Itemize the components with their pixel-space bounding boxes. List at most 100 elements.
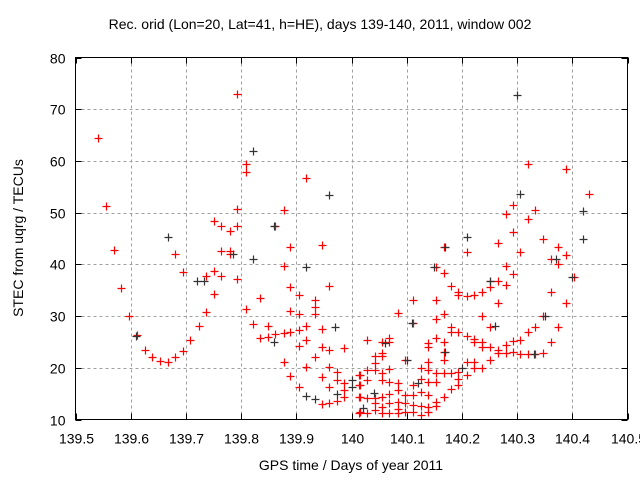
data-point-black <box>430 263 439 272</box>
data-point-red <box>295 383 304 392</box>
y-tick-label: 80 <box>50 51 66 67</box>
data-point-red <box>509 201 518 210</box>
data-point-red <box>378 352 387 361</box>
data-point-red <box>424 408 433 417</box>
data-point-red <box>509 348 518 357</box>
data-point-red <box>156 357 165 366</box>
data-point-red <box>295 291 304 300</box>
data-point-red <box>463 371 472 380</box>
data-point-red <box>371 352 380 361</box>
data-point-black <box>516 190 525 199</box>
data-point-red <box>210 290 219 299</box>
data-point-red <box>440 393 449 402</box>
data-point-red <box>302 363 311 372</box>
data-point-black <box>381 339 390 348</box>
data-point-red <box>417 411 426 420</box>
x-tick-label: 139.9 <box>279 431 314 447</box>
data-point-red <box>463 248 472 257</box>
data-point-red <box>509 228 518 237</box>
data-point-red <box>432 315 441 324</box>
data-point-red <box>340 344 349 353</box>
data-point-red <box>502 262 511 271</box>
data-point-red <box>502 281 511 290</box>
data-point-red <box>125 312 134 321</box>
y-tick-label: 20 <box>50 361 66 377</box>
data-point-red <box>217 247 226 256</box>
data-point-red <box>318 325 327 334</box>
x-tick-label: 140.2 <box>445 431 480 447</box>
data-point-red <box>164 358 173 367</box>
data-point-black <box>333 390 342 399</box>
data-point-red <box>554 323 563 332</box>
data-point-red <box>401 408 410 417</box>
data-point-black <box>164 233 173 242</box>
data-point-red <box>531 323 540 332</box>
data-point-red <box>417 388 426 397</box>
data-point-red <box>280 358 289 367</box>
data-point-red <box>440 310 449 319</box>
data-point-red <box>302 174 311 183</box>
data-point-red <box>233 275 242 284</box>
data-point-red <box>424 391 433 400</box>
data-point-black <box>132 332 141 341</box>
data-point-red <box>424 366 433 375</box>
y-tick-label: 30 <box>50 309 66 325</box>
data-point-black <box>463 233 472 242</box>
x-tick-label: 140.3 <box>500 431 535 447</box>
axis-ticks: 139.5 139.6 139.7 139.8 139.9 140 140.1 140.2 14… <box>50 51 640 447</box>
data-point-red <box>318 343 327 352</box>
data-point-red <box>295 342 304 351</box>
data-point-black <box>311 395 320 404</box>
data-point-black <box>270 222 279 231</box>
data-point-black <box>249 147 258 156</box>
data-point-red <box>302 336 311 345</box>
data-point-red <box>494 299 503 308</box>
data-point-black <box>348 383 357 392</box>
data-point-red <box>179 347 188 356</box>
data-point-red <box>217 272 226 281</box>
data-point-red <box>394 309 403 318</box>
data-point-red <box>286 307 295 316</box>
data-point-red <box>417 364 426 373</box>
data-point-red <box>486 343 495 352</box>
data-point-red <box>454 368 463 377</box>
data-point-red <box>340 386 349 395</box>
data-point-red <box>242 160 251 169</box>
data-point-red <box>440 369 449 378</box>
data-point-red <box>378 409 387 418</box>
data-point-red <box>447 282 456 291</box>
data-point-red <box>333 368 342 377</box>
chart-title: Rec. orid (Lon=20, Lat=41, h=HE), days 1… <box>108 16 532 32</box>
data-point-black <box>486 277 495 286</box>
data-point-black <box>579 235 588 244</box>
data-point-red <box>355 393 364 402</box>
data-point-red <box>355 409 364 418</box>
data-point-red <box>318 400 327 409</box>
data-point-black <box>441 243 450 252</box>
data-point-black <box>270 338 279 347</box>
data-point-red <box>202 272 211 281</box>
data-point-red <box>286 283 295 292</box>
data-point-red <box>378 393 387 402</box>
data-point-red <box>363 376 372 385</box>
data-point-red <box>432 334 441 343</box>
data-point-black <box>408 319 417 328</box>
data-point-red <box>340 379 349 388</box>
data-point-red <box>524 215 533 224</box>
data-point-red <box>210 217 219 226</box>
data-point-red <box>409 381 418 390</box>
x-tick-label: 139.5 <box>59 431 94 447</box>
data-point-red <box>447 369 456 378</box>
data-point-red <box>447 328 456 337</box>
x-tick-label: 139.8 <box>224 431 259 447</box>
data-point-red <box>562 165 571 174</box>
x-tick-label: 140.4 <box>555 431 590 447</box>
data-point-black <box>530 350 539 359</box>
data-point-red <box>141 346 150 355</box>
data-point-red <box>539 349 548 358</box>
data-point-red <box>378 369 387 378</box>
y-tick-label: 70 <box>50 102 66 118</box>
data-points <box>94 90 594 420</box>
data-point-red <box>516 248 525 257</box>
data-point-red <box>424 358 433 367</box>
